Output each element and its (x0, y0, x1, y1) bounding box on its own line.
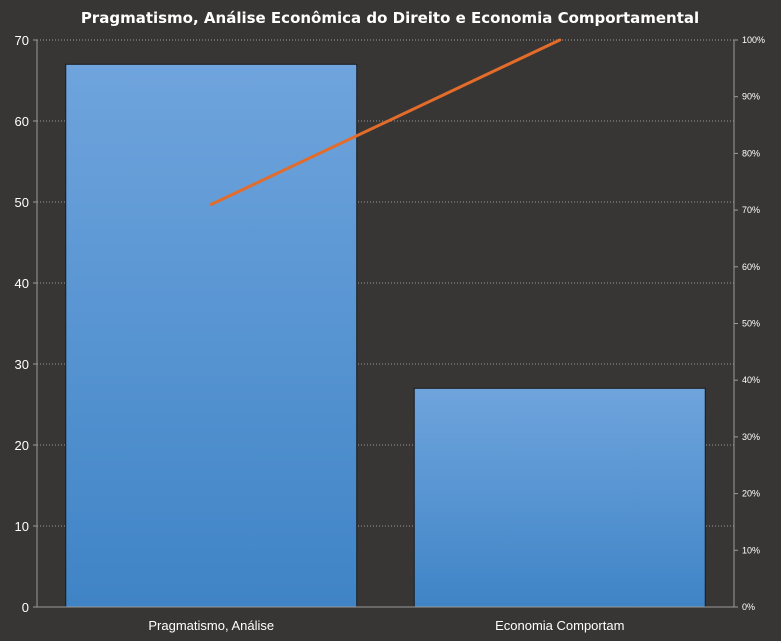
right-tick-label: 80% (742, 148, 760, 158)
left-tick-label: 0 (22, 600, 29, 615)
category-label: Pragmatismo, Análise (148, 618, 274, 633)
right-tick-label: 0% (742, 602, 755, 612)
left-tick-label: 30 (15, 357, 29, 372)
category-label: Economia Comportam (495, 618, 624, 633)
cumulative-line (209, 38, 562, 206)
right-tick-label: 10% (742, 545, 760, 555)
left-tick-label: 60 (15, 114, 29, 129)
right-tick-label: 20% (742, 489, 760, 499)
cumulative-percent-line (209, 38, 562, 206)
right-tick-label: 50% (742, 319, 760, 329)
left-tick-label: 40 (15, 276, 29, 291)
bars (65, 63, 706, 608)
bar (65, 63, 358, 608)
left-axis-ticks: 0 10 20 30 40 50 60 70 (15, 33, 37, 615)
right-tick-label: 60% (742, 262, 760, 272)
left-tick-label: 70 (15, 33, 29, 48)
right-tick-label: 90% (742, 92, 760, 102)
right-tick-label: 70% (742, 205, 760, 215)
left-tick-label: 20 (15, 438, 29, 453)
category-labels: Pragmatismo, Análise Economia Comportam (148, 618, 624, 633)
chart-title: Pragmatismo, Análise Econômica do Direit… (81, 9, 699, 27)
bar (413, 387, 706, 608)
left-tick-label: 10 (15, 519, 29, 534)
left-tick-label: 50 (15, 195, 29, 210)
right-tick-label: 40% (742, 375, 760, 385)
right-axis-ticks: 0% 10% 20% 30% 40% 50% 60% 70% 80% 90% 100% (734, 35, 765, 612)
right-tick-label: 100% (742, 35, 765, 45)
right-tick-label: 30% (742, 432, 760, 442)
